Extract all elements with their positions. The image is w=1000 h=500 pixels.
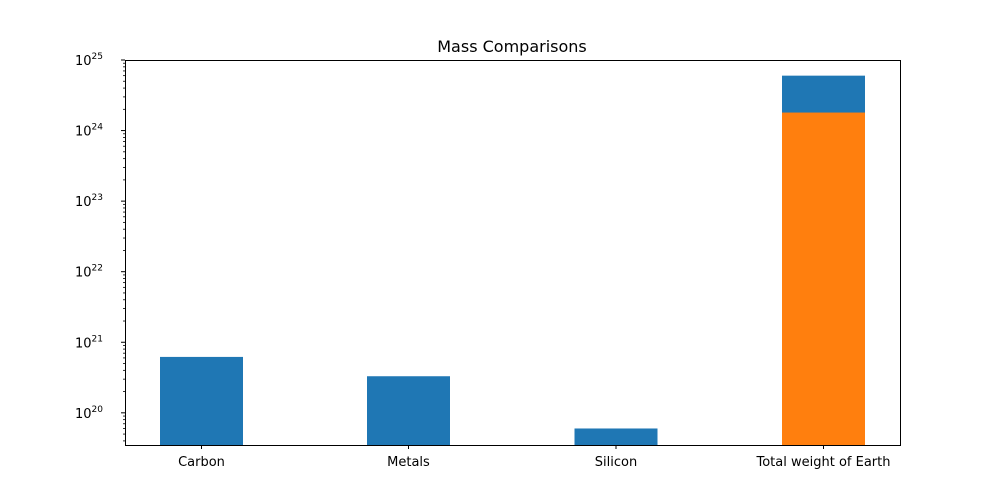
bar-total-weight-of-earth-series-2 <box>782 112 865 445</box>
bars-group <box>160 75 865 445</box>
y-tick-label: 1021 <box>75 334 103 351</box>
x-tick-label: Silicon <box>595 455 637 470</box>
x-tick-label: Total weight of Earth <box>756 455 891 470</box>
chart-title: Mass Comparisons <box>437 37 587 56</box>
y-tick-label: 1023 <box>75 193 103 210</box>
y-tick-label: 1025 <box>75 52 103 69</box>
bar-silicon-series-1 <box>574 428 658 445</box>
y-tick-label: 1020 <box>75 405 103 422</box>
y-tick-label: 1024 <box>75 123 103 140</box>
bar-metals-series-1 <box>367 376 450 445</box>
axes-group: Carbon Metals Silicon Total weight of Earth… <box>75 52 890 470</box>
plot-frame <box>125 60 901 446</box>
bar-carbon-series-1 <box>160 356 243 445</box>
x-tick-label: Metals <box>387 455 430 470</box>
x-tick-label: Carbon <box>178 455 225 470</box>
y-tick-label: 1022 <box>75 264 103 281</box>
